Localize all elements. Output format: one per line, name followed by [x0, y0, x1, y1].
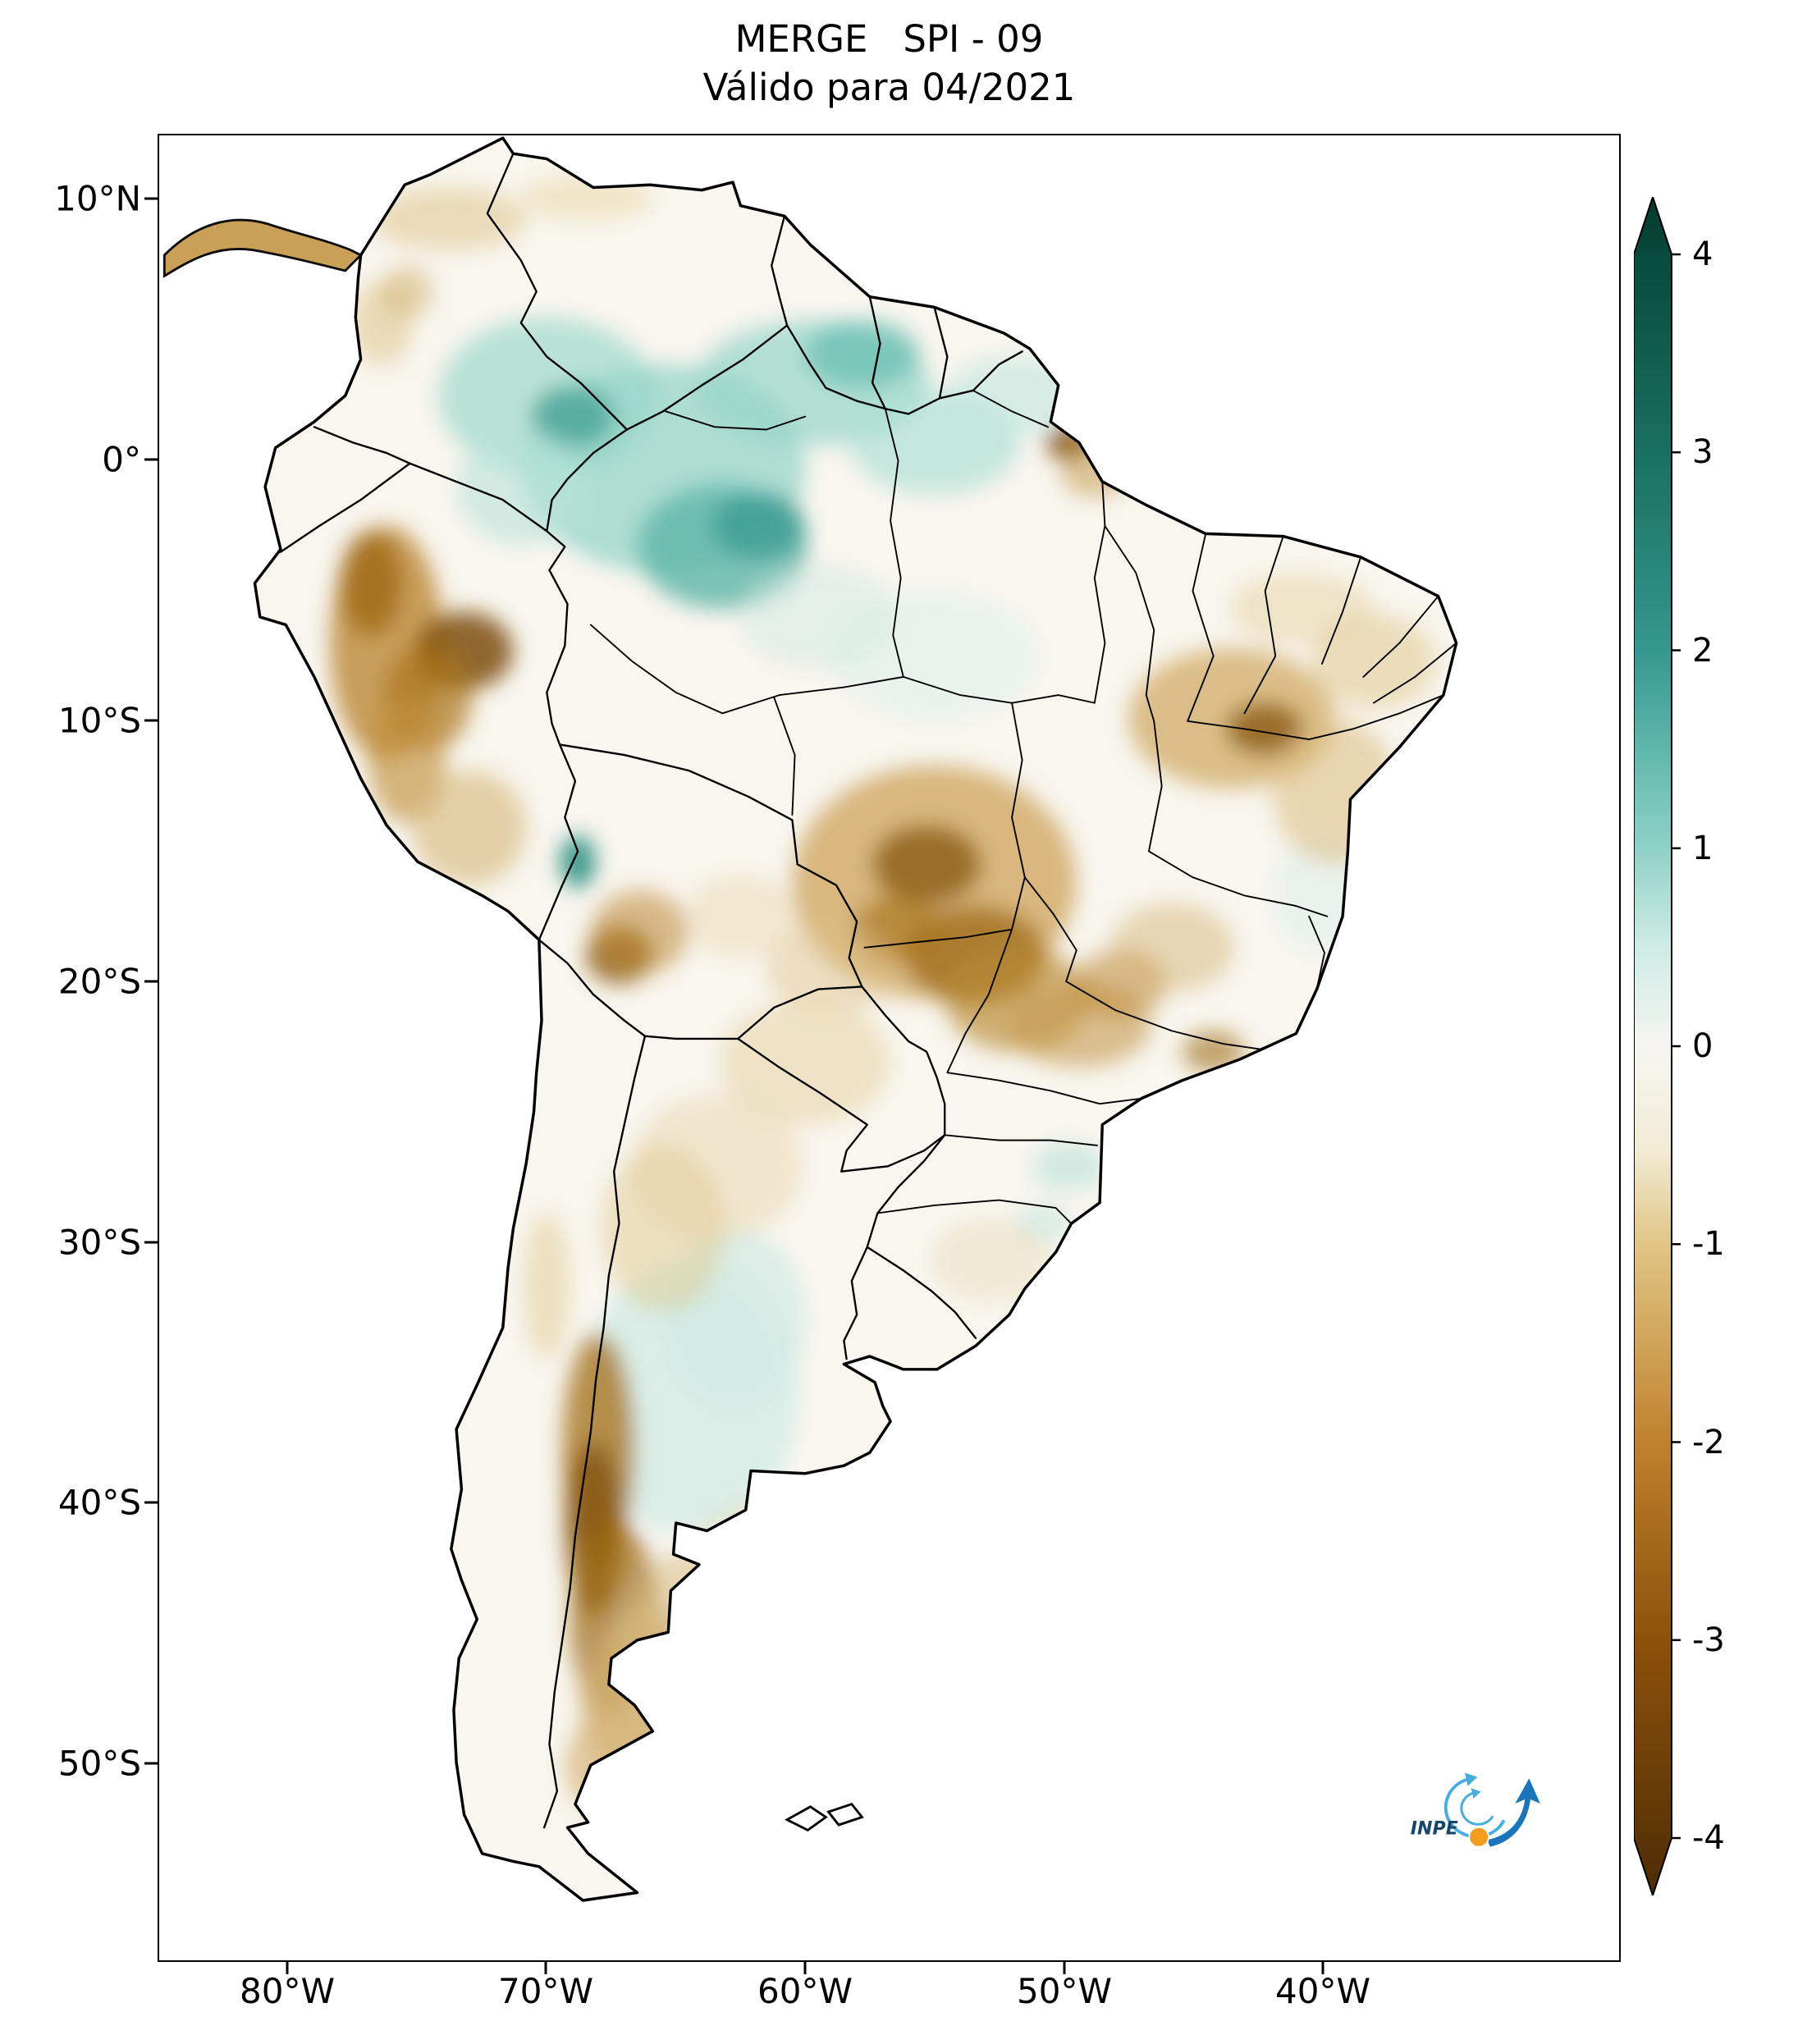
- coastline: [253, 136, 1458, 1902]
- x-tick-mark: [803, 1962, 807, 1974]
- y-tick-label: 10°S: [57, 700, 141, 741]
- y-tick-label: 0°: [102, 439, 141, 480]
- colorbar-tick-label: 3: [1692, 433, 1713, 471]
- y-tick-mark: [144, 980, 158, 983]
- logo-swirl-inner: [1460, 1790, 1494, 1826]
- state-borders: [589, 389, 1457, 1225]
- colorbar-tick-label: 4: [1692, 235, 1713, 273]
- logo-orange-globe: [1468, 1827, 1489, 1848]
- y-tick-label: 40°S: [57, 1482, 141, 1523]
- x-tick-label: 80°W: [240, 1971, 335, 2011]
- colorbar-tick-label: -2: [1692, 1424, 1725, 1461]
- logo-swirl-inner-arrowhead: [1471, 1788, 1481, 1799]
- y-tick-mark: [144, 1762, 158, 1765]
- title-line-2: Válido para 04/2021: [702, 66, 1076, 110]
- x-tick-label: 40°W: [1275, 1971, 1370, 2011]
- y-tick-label: 30°S: [57, 1222, 141, 1263]
- country-borders: [279, 153, 1023, 1829]
- x-tick-label: 70°W: [498, 1971, 593, 2011]
- title-line-1: MERGE SPI - 09: [734, 17, 1044, 61]
- falkland-islands: [785, 1802, 864, 1832]
- colorbar-tick-label: 1: [1692, 830, 1713, 867]
- inpe-logo-graphic: INPE: [1411, 1772, 1540, 1848]
- figure-title: MERGE SPI - 09 Válido para 04/2021: [158, 15, 1621, 112]
- x-tick-mark: [1063, 1962, 1066, 1974]
- colorbar-tick-label: 2: [1692, 632, 1713, 670]
- y-tick-mark: [144, 1501, 158, 1504]
- colorbar-tick-label: -3: [1692, 1621, 1725, 1659]
- y-tick-mark: [144, 458, 158, 461]
- logo-text: INPE: [1411, 1818, 1458, 1839]
- colorbar-tick-label: -4: [1692, 1819, 1725, 1857]
- x-tick-label: 60°W: [757, 1971, 853, 2011]
- y-tick-label: 50°S: [57, 1743, 141, 1784]
- y-tick-label: 10°N: [54, 178, 141, 219]
- y-tick-mark: [144, 719, 158, 722]
- colorbar-tick-marks: [1672, 253, 1681, 1840]
- colorbar-tick-label: -1: [1692, 1225, 1725, 1263]
- colorbar-gradient: [1633, 194, 1681, 1899]
- y-tick-mark: [144, 1241, 158, 1244]
- y-tick-label: 20°S: [57, 961, 141, 1002]
- colorbar: [1633, 194, 1683, 1899]
- inpe-logo: INPE: [1405, 1764, 1544, 1861]
- x-tick-mark: [1321, 1962, 1324, 1974]
- x-tick-label: 50°W: [1017, 1971, 1112, 2011]
- logo-big-arrow: [1487, 1778, 1540, 1847]
- x-tick-mark: [544, 1962, 547, 1974]
- y-tick-mark: [144, 197, 158, 200]
- south-america-spi-map: [162, 136, 1458, 1902]
- x-tick-mark: [286, 1962, 289, 1974]
- logo-swirl-arrowhead: [1465, 1772, 1478, 1786]
- map-axes-frame: [158, 134, 1621, 1962]
- panama-strip: [162, 218, 363, 278]
- logo-swirl-outer: [1443, 1776, 1506, 1839]
- colorbar-tick-label: 0: [1692, 1027, 1713, 1065]
